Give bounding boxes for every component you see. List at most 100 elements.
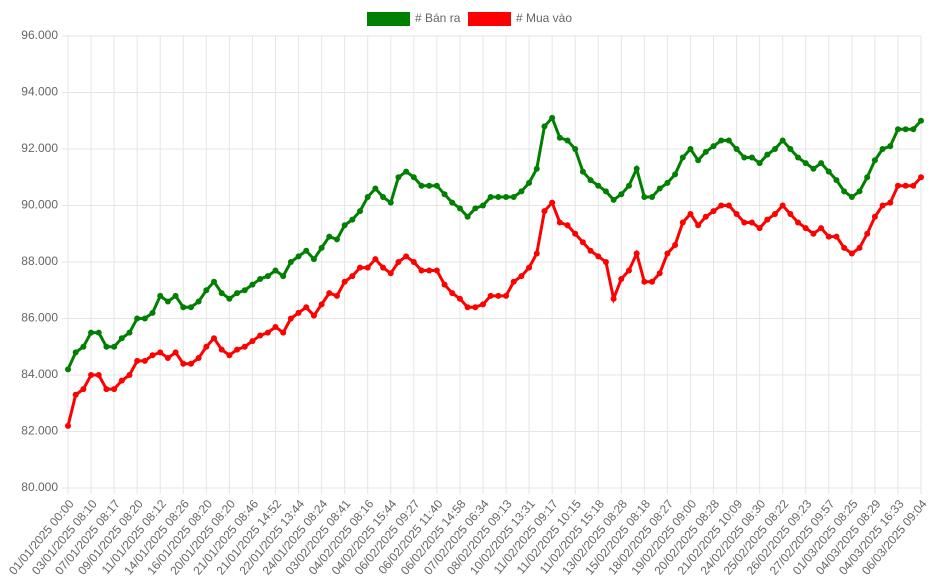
data-point xyxy=(280,329,287,336)
data-point xyxy=(610,196,617,203)
data-point xyxy=(341,278,348,285)
y-tick-label: 96.000 xyxy=(21,28,58,42)
data-point xyxy=(80,343,87,350)
series-line xyxy=(66,115,923,370)
data-point xyxy=(326,233,333,240)
data-point xyxy=(134,357,141,364)
data-point xyxy=(195,355,202,362)
data-point xyxy=(679,154,686,161)
data-point xyxy=(164,355,171,362)
data-point xyxy=(625,182,632,189)
data-point xyxy=(787,210,794,217)
data-point xyxy=(656,185,663,192)
data-point xyxy=(472,205,479,212)
data-point xyxy=(748,219,755,226)
data-point xyxy=(149,309,156,316)
data-point xyxy=(833,177,840,184)
data-point xyxy=(172,292,179,299)
data-point xyxy=(111,386,118,393)
data-point xyxy=(533,250,540,257)
data-point xyxy=(802,225,809,232)
data-point xyxy=(387,270,394,277)
data-point xyxy=(187,304,194,311)
data-point xyxy=(649,194,656,201)
data-point xyxy=(810,165,817,172)
data-point xyxy=(495,194,502,201)
data-point xyxy=(856,244,863,251)
data-point xyxy=(203,287,210,294)
data-point xyxy=(556,134,563,141)
legend-label: # Bán ra xyxy=(415,11,461,25)
data-point xyxy=(249,338,256,345)
data-point xyxy=(403,253,410,260)
data-point xyxy=(95,329,102,336)
data-point xyxy=(526,264,533,271)
data-point xyxy=(303,304,310,311)
data-point xyxy=(833,233,840,240)
data-point xyxy=(856,188,863,195)
data-point xyxy=(287,315,294,322)
data-point xyxy=(333,236,340,243)
data-point xyxy=(380,264,387,271)
legend-swatch xyxy=(367,12,410,26)
data-point xyxy=(333,292,340,299)
data-point xyxy=(349,273,356,280)
data-point xyxy=(380,194,387,201)
data-point xyxy=(695,157,702,164)
data-point xyxy=(887,143,894,150)
data-point xyxy=(226,295,233,302)
data-point xyxy=(825,233,832,240)
data-point xyxy=(326,290,333,297)
data-point xyxy=(795,219,802,226)
data-point xyxy=(426,267,433,274)
data-point xyxy=(72,349,79,356)
data-point xyxy=(841,188,848,195)
data-point xyxy=(756,225,763,232)
data-point xyxy=(264,329,271,336)
data-point xyxy=(618,191,625,198)
data-point xyxy=(203,343,210,350)
data-point xyxy=(656,270,663,277)
data-point xyxy=(564,137,571,144)
data-point xyxy=(141,357,148,364)
data-point xyxy=(779,202,786,209)
data-point xyxy=(387,199,394,206)
y-tick-label: 84.000 xyxy=(21,367,58,381)
data-point xyxy=(395,259,402,265)
data-point xyxy=(318,301,325,308)
data-point xyxy=(172,349,179,356)
data-point xyxy=(587,177,594,184)
data-point xyxy=(764,216,771,223)
data-point xyxy=(149,352,156,359)
data-point xyxy=(257,332,264,339)
data-point xyxy=(418,182,425,189)
data-point xyxy=(787,146,794,152)
data-point xyxy=(364,194,371,201)
data-point xyxy=(226,352,233,359)
data-point xyxy=(864,230,871,237)
data-point xyxy=(718,202,725,209)
data-point xyxy=(818,225,825,232)
data-point xyxy=(902,126,909,133)
data-point xyxy=(479,301,486,308)
data-point xyxy=(879,202,886,209)
data-point xyxy=(625,267,632,274)
y-tick-label: 80.000 xyxy=(21,480,58,494)
data-point xyxy=(272,323,279,330)
data-point xyxy=(257,275,264,282)
data-point xyxy=(910,126,917,133)
data-point xyxy=(449,199,456,206)
data-point xyxy=(918,174,924,181)
data-point xyxy=(464,304,471,311)
data-point xyxy=(510,278,517,285)
data-point xyxy=(295,309,302,316)
data-point xyxy=(310,312,317,319)
data-point xyxy=(503,292,510,299)
data-point xyxy=(211,278,218,285)
data-point xyxy=(848,250,855,257)
data-point xyxy=(695,222,702,229)
data-point xyxy=(894,182,901,189)
data-point xyxy=(848,194,855,201)
data-point xyxy=(341,222,348,229)
data-point xyxy=(218,346,225,353)
